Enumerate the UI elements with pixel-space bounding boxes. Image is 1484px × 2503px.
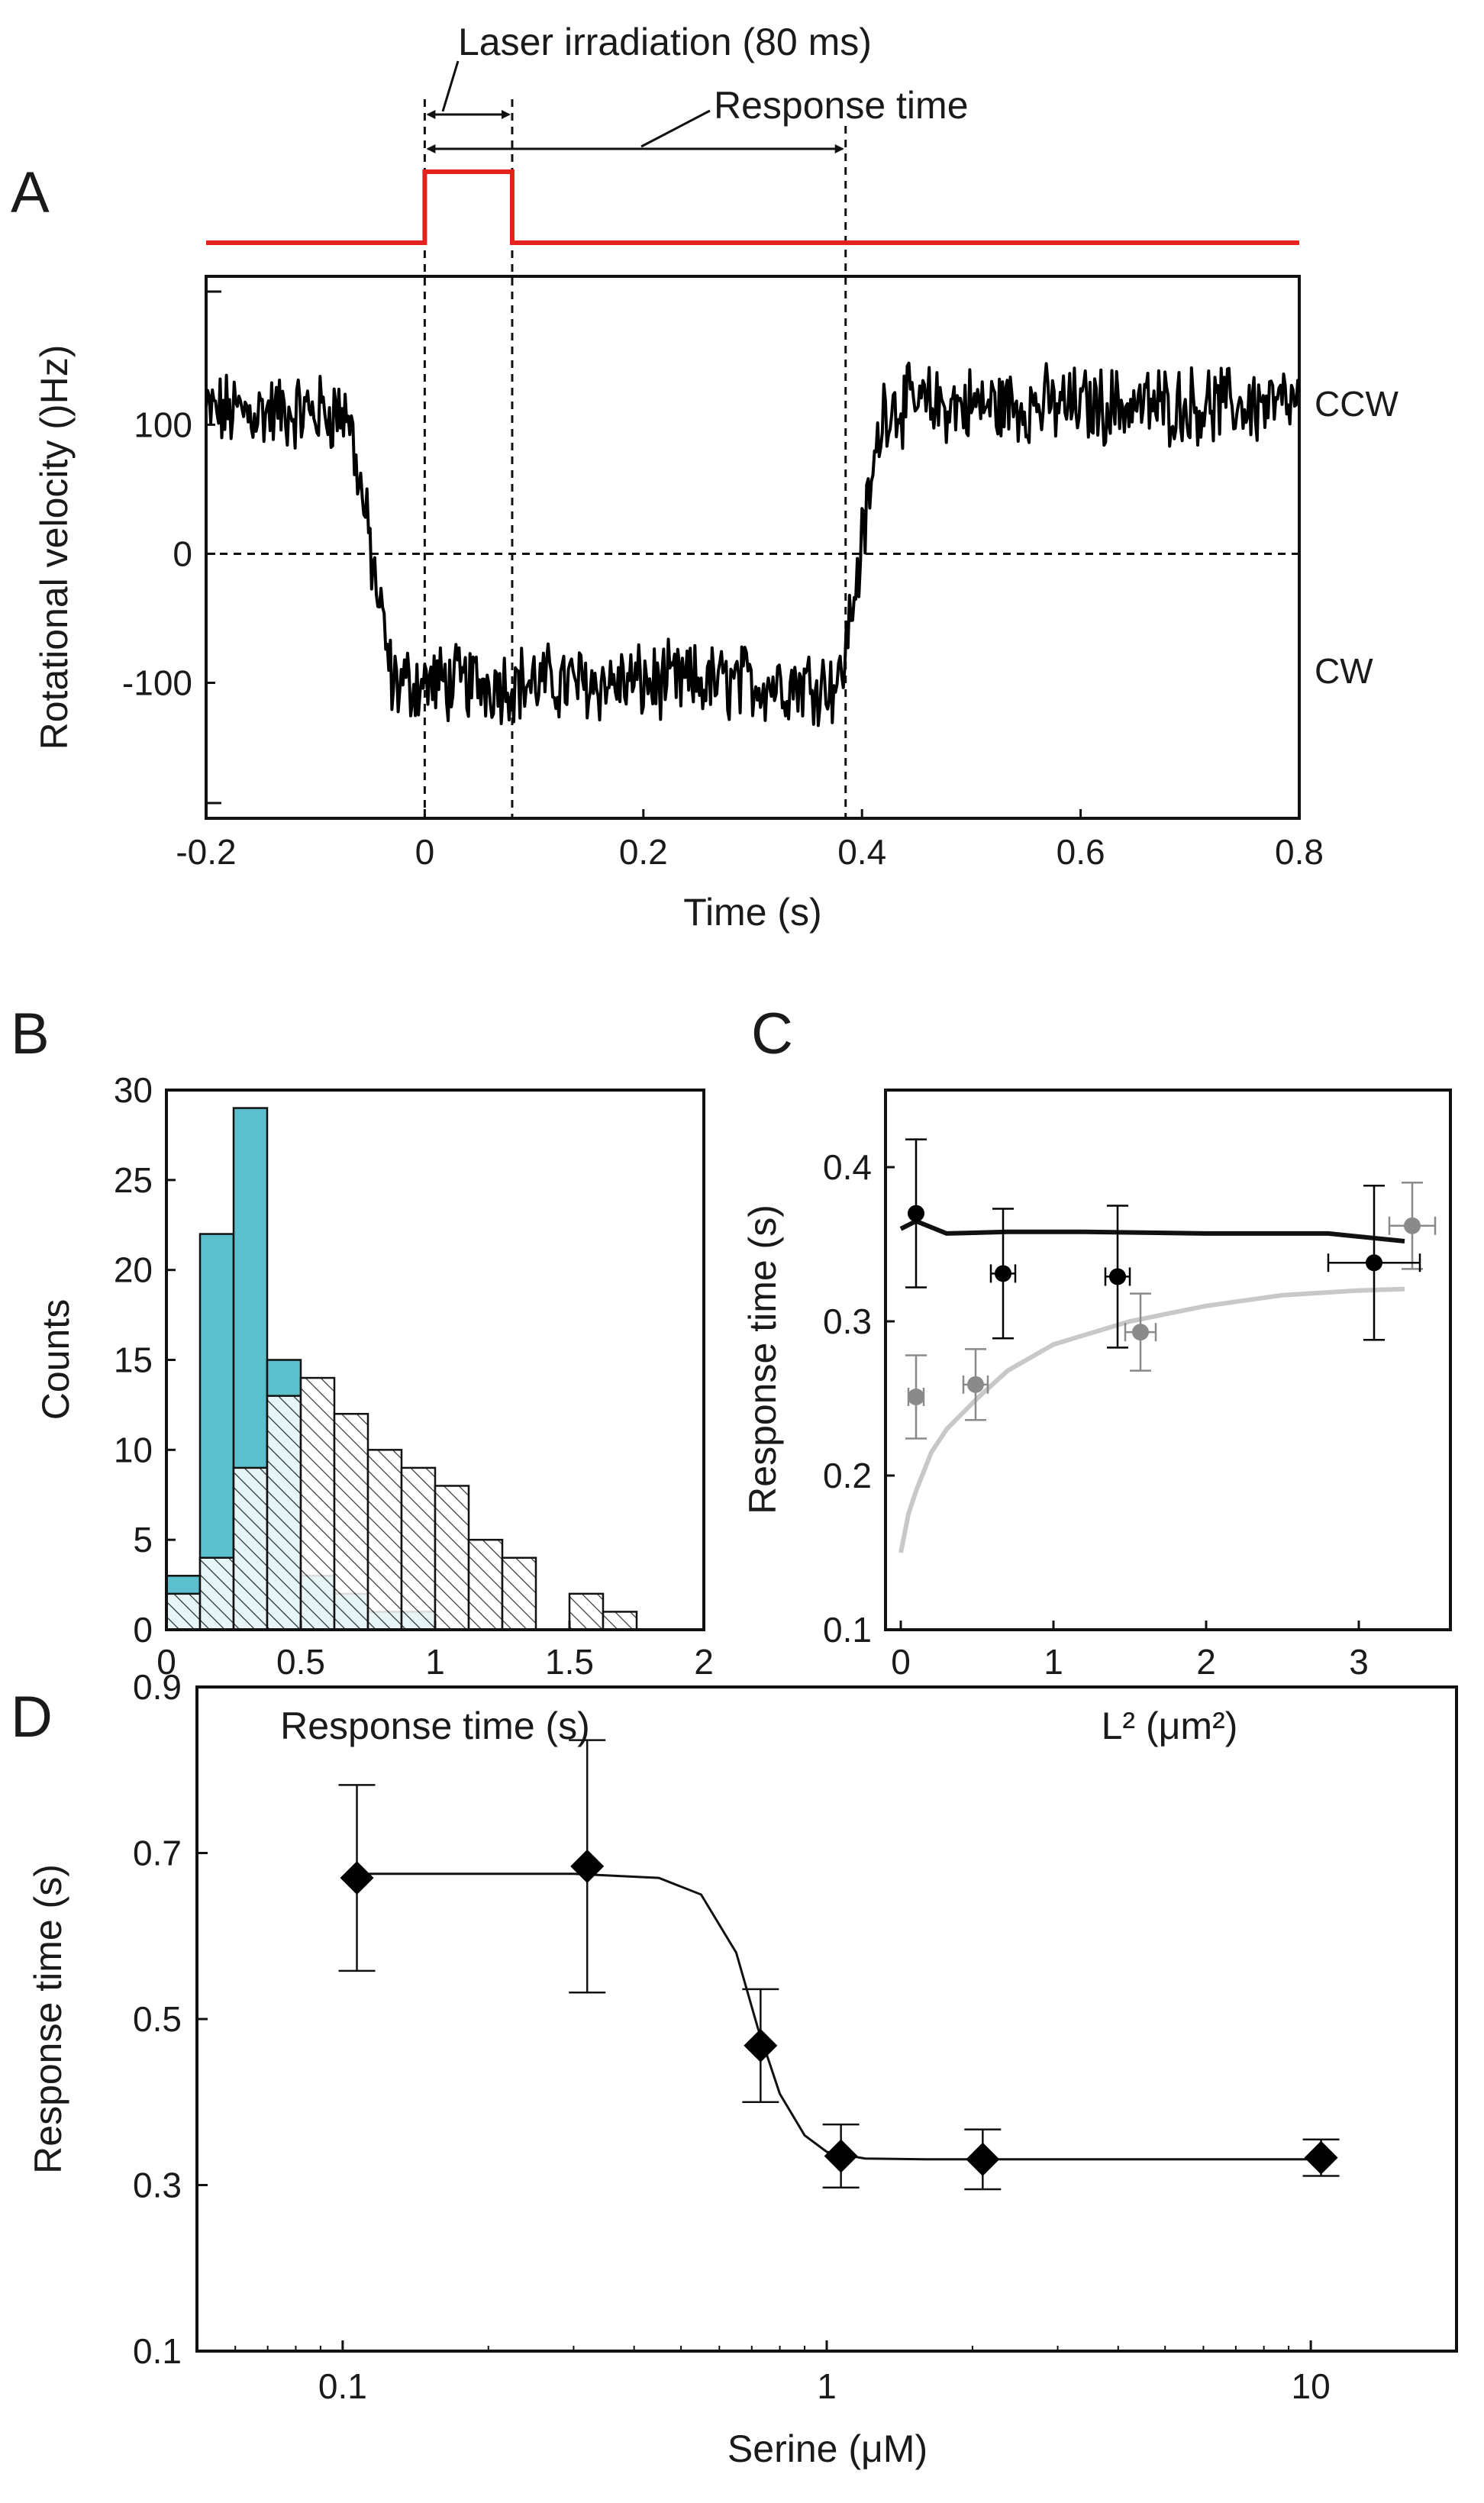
serine-data-point bbox=[744, 2028, 778, 2063]
gray-fit-line bbox=[898, 1286, 1405, 1553]
panel-c-y-tick-label: 0.4 bbox=[823, 1147, 872, 1187]
laser-label-leader bbox=[441, 60, 460, 112]
hatched-bar bbox=[501, 1556, 537, 1631]
panel-b-x-tick-label: 2 bbox=[694, 1642, 714, 1682]
panel-d-frame bbox=[195, 1685, 1458, 2353]
panel-d-x-title: Serine (μM) bbox=[727, 2427, 928, 2470]
panel-b-x-tick-label: 0.5 bbox=[276, 1642, 325, 1682]
panel-b-x-tick-label: 1 bbox=[425, 1642, 445, 1682]
panel-d-x-tick-label: 1 bbox=[817, 2366, 837, 2406]
panel-c-frame bbox=[884, 1089, 1452, 1631]
panel-b-y-tick-label: 20 bbox=[114, 1250, 153, 1290]
panel-a-x-tick-label: 0 bbox=[415, 832, 435, 872]
panel-a-y-title: Rotational velocity ()Hz) bbox=[33, 345, 76, 750]
panel-d-y-tick-label: 0.9 bbox=[133, 1667, 182, 1707]
panel-a-frame bbox=[205, 275, 1301, 820]
panel-d-y-tick-label: 0.3 bbox=[133, 2166, 182, 2205]
panel-a-x-tick-label: 0.4 bbox=[837, 832, 886, 872]
black-data-point bbox=[908, 1205, 924, 1222]
panel-d-y-tick-label: 0.5 bbox=[133, 1999, 182, 2039]
black-data-point bbox=[1366, 1254, 1382, 1272]
hatched-bar bbox=[266, 1395, 302, 1631]
panel-c-x-tick-label: 2 bbox=[1196, 1642, 1216, 1682]
gray-data-point bbox=[967, 1376, 984, 1393]
hatched-bar bbox=[467, 1538, 504, 1631]
black-data-point bbox=[1109, 1268, 1126, 1285]
panel-a: -0.2 0 0.2 0.4 0.6 0.8 100 0 -100 Laser irradiat… bbox=[33, 21, 1399, 934]
gray-data-point bbox=[1132, 1324, 1149, 1341]
panel-b-y-title: Counts bbox=[34, 1299, 77, 1420]
panel-a-x-tick-label: 0.2 bbox=[619, 832, 668, 872]
ccw-label: CCW bbox=[1315, 384, 1399, 424]
panel-b-y-tick-label: 10 bbox=[114, 1430, 153, 1469]
panel-c-y-title: Response time (s) bbox=[741, 1205, 784, 1514]
hatched-bar bbox=[165, 1592, 202, 1631]
panel-a-y-tick-label: 0 bbox=[173, 534, 192, 573]
panel-a-y-tick-label: 100 bbox=[134, 405, 192, 444]
panel-d: 0.1 1 10 0.1 0.3 0.5 0.7 0.9 Serine (μM) Respon… bbox=[27, 1667, 1458, 2470]
panel-letter-d: D bbox=[11, 1685, 53, 1750]
laser-pulse-trace bbox=[206, 169, 1299, 245]
hatched-bar bbox=[198, 1556, 235, 1631]
velocity-trace bbox=[205, 361, 1301, 727]
laser-irradiation-label: Laser irradiation (80 ms) bbox=[458, 21, 872, 63]
serine-data-point bbox=[570, 1849, 605, 1883]
hatched-bar bbox=[602, 1611, 638, 1631]
cw-label: CW bbox=[1315, 651, 1373, 691]
hatched-bar bbox=[568, 1592, 605, 1631]
panel-b-y-tick-label: 15 bbox=[114, 1340, 153, 1380]
response-label-leader bbox=[640, 109, 711, 148]
response-time-label: Response time bbox=[714, 84, 969, 127]
panel-d-y-tick-label: 0.1 bbox=[133, 2331, 182, 2371]
panel-letter-a: A bbox=[11, 160, 50, 225]
serine-fit-line bbox=[356, 1872, 1321, 2161]
panel-d-y-tick-label: 0.7 bbox=[133, 1834, 182, 1873]
hatched-bar bbox=[232, 1466, 269, 1631]
hatched-bar bbox=[366, 1449, 403, 1631]
panel-c-x-tick-label: 0 bbox=[891, 1642, 911, 1682]
panel-a-y-tick-label: -100 bbox=[122, 663, 192, 703]
panel-a-x-tick-label: 0.8 bbox=[1275, 832, 1324, 872]
hatched-bar bbox=[299, 1376, 336, 1631]
panel-c-x-tick-label: 1 bbox=[1044, 1642, 1063, 1682]
panel-b-x-tick-label: 0 bbox=[156, 1642, 176, 1682]
panel-d-x-tick-label: 0.1 bbox=[318, 2366, 367, 2406]
panel-b-x-tick-label: 1.5 bbox=[545, 1642, 594, 1682]
panel-letter-b: B bbox=[11, 1002, 50, 1066]
panel-c-y-tick-label: 0.2 bbox=[823, 1456, 872, 1495]
serine-data-point bbox=[966, 2142, 1000, 2176]
serine-data-point bbox=[824, 2139, 858, 2173]
black-fit-line bbox=[899, 1218, 1405, 1243]
panel-c-x-tick-label: 3 bbox=[1349, 1642, 1369, 1682]
hatched-bar bbox=[333, 1412, 369, 1631]
panel-c-y-tick-label: 0.1 bbox=[823, 1610, 872, 1650]
panel-d-x-tick-label: 10 bbox=[1292, 2366, 1331, 2406]
panel-b-y-tick-label: 25 bbox=[114, 1160, 153, 1200]
serine-data-point bbox=[340, 1861, 374, 1895]
panel-a-x-tick-label: 0.6 bbox=[1057, 832, 1105, 872]
panel-a-x-title: Time (s) bbox=[683, 891, 821, 934]
panel-b-y-tick-label: 0 bbox=[133, 1610, 153, 1650]
panel-c-y-tick-label: 0.3 bbox=[823, 1301, 872, 1341]
hatched-bar bbox=[434, 1485, 470, 1631]
black-data-point bbox=[995, 1265, 1011, 1282]
panel-a-x-tick-label: -0.2 bbox=[176, 832, 236, 872]
panel-letter-c: C bbox=[751, 1002, 793, 1066]
panel-c-x-title: L² (μm²) bbox=[1102, 1705, 1238, 1747]
gray-data-point bbox=[1404, 1217, 1421, 1234]
panel-b-x-title: Response time (s) bbox=[280, 1705, 590, 1747]
panel-d-y-title: Response time (s) bbox=[27, 1864, 69, 2174]
serine-data-point bbox=[1304, 2140, 1338, 2175]
hatched-bar bbox=[400, 1466, 437, 1631]
panel-b-y-tick-label: 30 bbox=[114, 1070, 153, 1110]
panel-c: 0 1 2 3 0.1 0.2 0.3 0.4 L² (μm²) Response time … bbox=[741, 1089, 1452, 1747]
panel-b-y-tick-label: 5 bbox=[133, 1520, 153, 1560]
gray-data-point bbox=[908, 1388, 924, 1405]
